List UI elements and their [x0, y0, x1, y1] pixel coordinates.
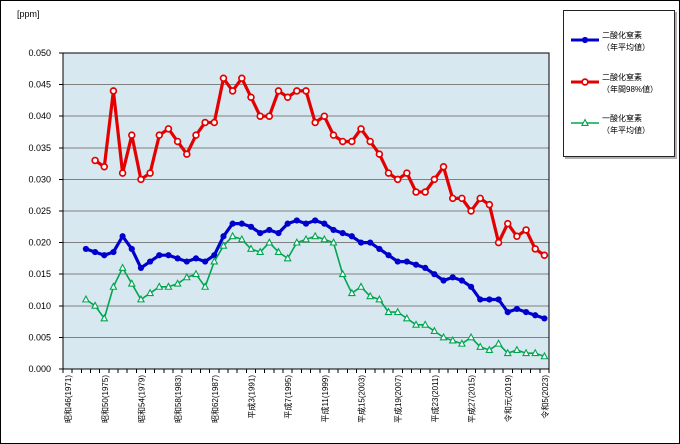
legend-entry-no-annual-avg: 一酸化窒素 （年平均値）	[570, 113, 674, 137]
x-tick-label: 平成7(1995)	[283, 375, 293, 419]
y-axis: 0.000 0.005 0.010 0.015 0.020 0.025 0.030 0.035…	[28, 48, 63, 374]
x-tick-label: 昭和62(1987)	[211, 375, 220, 423]
legend-series-qualifier: （年間98%値）	[602, 84, 659, 94]
legend-label: 一酸化窒素 （年平均値）	[602, 113, 650, 137]
y-tick-label: 0.005	[28, 332, 51, 342]
x-tick-label: 平成23(2011)	[430, 375, 440, 423]
green-line-marker-icon	[571, 118, 599, 126]
x-axis: 昭和46(1971) 昭和50(1975) 昭和54(1979) 昭和58(1983)…	[62, 369, 550, 423]
x-tick-label: 平成19(2007)	[393, 375, 403, 423]
series-no2-annual-avg	[82, 217, 548, 322]
legend-series-name: 二酸化窒素	[602, 31, 642, 41]
legend-series-qualifier: （年平均値）	[602, 43, 650, 53]
legend-series-name: 一酸化窒素	[602, 113, 642, 123]
legend-entry-no2-annual-avg: 二酸化窒素 （年平均値）	[570, 30, 674, 54]
x-tick-label: 平成3(1991)	[246, 375, 256, 419]
y-tick-label: 0.020	[28, 238, 51, 248]
y-tick-label: 0.000	[28, 364, 51, 374]
x-tick-label: 昭和50(1975)	[101, 375, 110, 423]
legend-label: 二酸化窒素 （年間98%値）	[602, 72, 658, 96]
y-axis-unit-label: [ppm]	[17, 9, 40, 19]
y-tick-label: 0.030	[28, 174, 51, 184]
legend-series-qualifier: （年平均値）	[602, 125, 650, 135]
blue-line-marker-icon	[571, 37, 599, 44]
y-tick-label: 0.035	[28, 143, 51, 153]
gridlines	[63, 84, 549, 338]
series-no-annual-avg	[81, 231, 549, 360]
red-line-marker-icon	[571, 77, 599, 86]
y-tick-label: 0.015	[28, 269, 51, 279]
x-tick-label: 平成27(2015)	[467, 375, 477, 423]
y-tick-label: 0.050	[28, 48, 51, 58]
legend-series-name: 二酸化窒素	[602, 72, 642, 82]
y-tick-label: 0.025	[28, 206, 51, 216]
x-tick-label: 令和元(2019)	[503, 375, 513, 422]
x-tick-label: 昭和58(1983)	[174, 375, 183, 423]
y-tick-label: 0.045	[28, 80, 51, 90]
y-tick-label: 0.040	[28, 111, 51, 121]
chart-legend: 二酸化窒素 （年平均値） 二酸化窒素 （年間98%値） 一酸化窒素 （年平均値）	[563, 10, 675, 157]
x-tick-label: 昭和46(1971)	[64, 375, 73, 423]
legend-label: 二酸化窒素 （年平均値）	[602, 30, 650, 54]
series-no2-annual-98pct	[91, 74, 549, 259]
y-tick-label: 0.010	[28, 301, 51, 311]
x-tick-label: 平成15(2003)	[357, 375, 367, 423]
legend-entry-no2-annual-98pct: 二酸化窒素 （年間98%値）	[570, 72, 674, 96]
x-tick-label: 令和5(2023)	[540, 375, 550, 419]
x-tick-label: 昭和54(1979)	[137, 375, 146, 423]
x-tick-label: 平成11(1999)	[320, 375, 330, 423]
